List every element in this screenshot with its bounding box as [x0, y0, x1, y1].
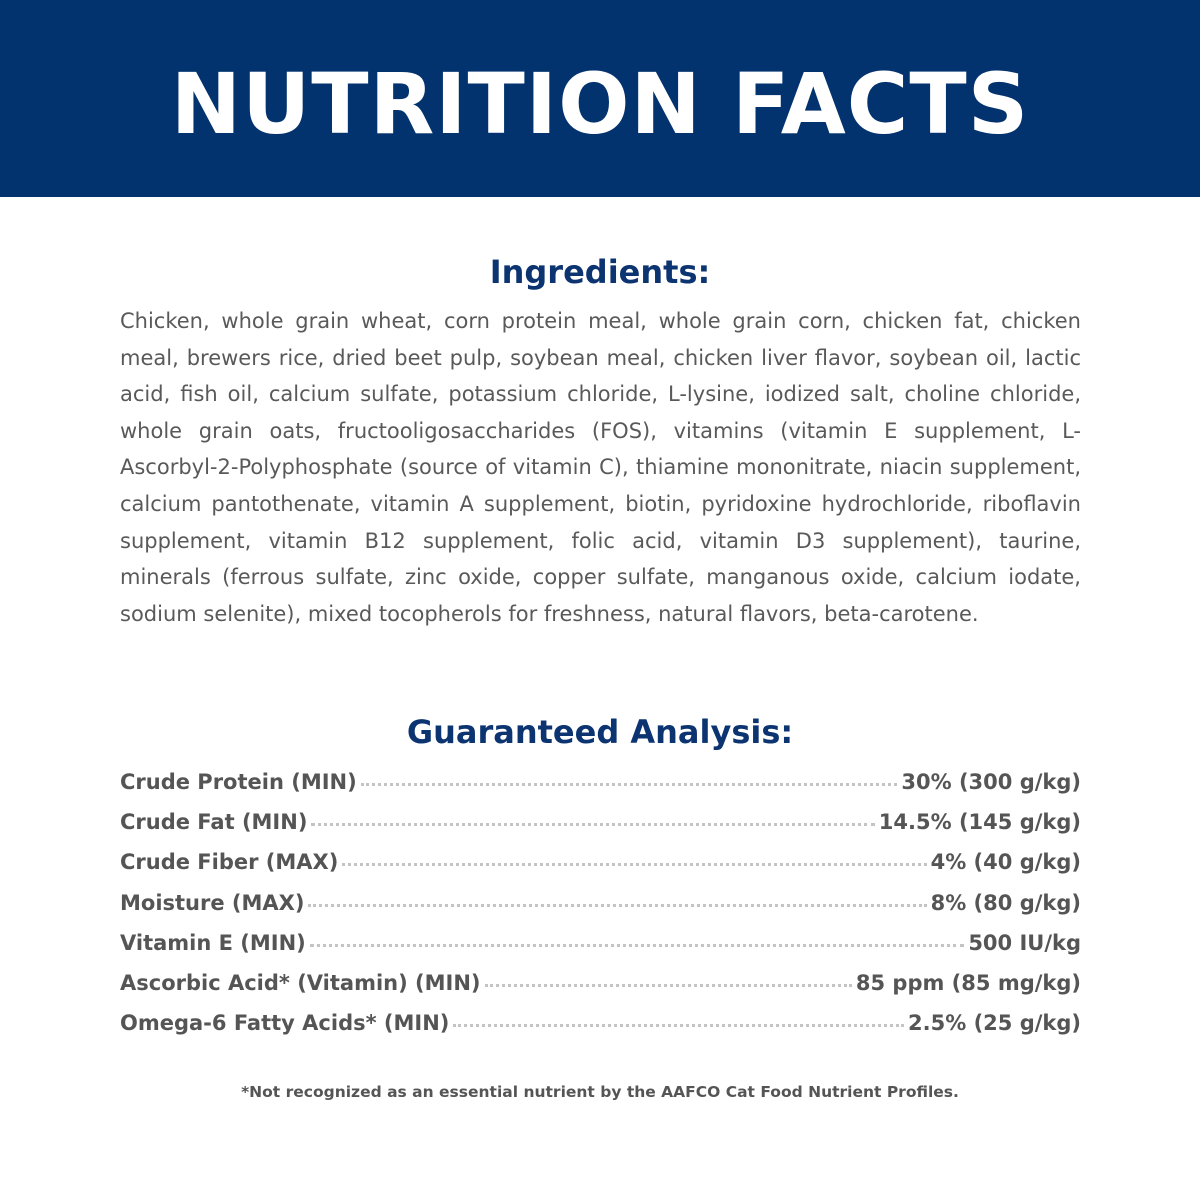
row-label: Omega-6 Fatty Acids* (MIN): [120, 1011, 450, 1036]
row-label: Moisture (MAX): [120, 890, 305, 915]
analysis-table: Crude Protein (MIN) 30% (300 g/kg) Crude …: [120, 770, 1081, 1051]
analysis-heading: Guaranteed Analysis:: [406, 713, 794, 751]
analysis-row: Omega-6 Fatty Acids* (MIN) 2.5% (25 g/kg): [120, 1011, 1081, 1051]
row-label: Ascorbic Acid* (Vitamin) (MIN): [120, 970, 481, 995]
footnote: *Not recognized as an essential nutrient…: [241, 1083, 959, 1101]
dot-leader: [484, 983, 852, 987]
analysis-row: Crude Protein (MIN) 30% (300 g/kg): [120, 770, 1081, 810]
row-value: 500 IU/kg: [968, 930, 1081, 955]
page-title: NUTRITION FACTS: [170, 54, 1030, 153]
header-banner: NUTRITION FACTS: [0, 0, 1200, 197]
dot-leader: [342, 863, 927, 867]
dot-leader: [360, 783, 898, 786]
row-value: 2.5% (25 g/kg): [908, 1011, 1081, 1036]
row-label: Crude Fat (MIN): [120, 810, 308, 835]
ingredients-heading: Ingredients:: [489, 253, 711, 291]
analysis-row: Vitamin E (MIN) 500 IU/kg: [120, 931, 1081, 971]
analysis-row: Moisture (MAX) 8% (80 g/kg): [120, 891, 1081, 931]
analysis-row: Crude Fiber (MAX) 4% (40 g/kg): [120, 850, 1081, 890]
dot-leader: [311, 823, 875, 827]
row-label: Crude Fiber (MAX): [120, 850, 339, 875]
row-label: Crude Protein (MIN): [120, 770, 357, 794]
dot-leader: [309, 943, 965, 947]
ingredients-text: Chicken, whole grain wheat, corn protein…: [120, 309, 1081, 626]
row-value: 85 ppm (85 mg/kg): [855, 970, 1081, 995]
row-value: 4% (40 g/kg): [930, 850, 1081, 875]
row-value: 30% (300 g/kg): [901, 770, 1081, 794]
row-label: Vitamin E (MIN): [120, 930, 306, 955]
analysis-row: Ascorbic Acid* (Vitamin) (MIN) 85 ppm (85…: [120, 971, 1081, 1011]
dot-leader: [308, 903, 927, 907]
analysis-row: Crude Fat (MIN) 14.5% (145 g/kg): [120, 810, 1081, 850]
row-value: 8% (80 g/kg): [930, 890, 1081, 915]
dot-leader: [453, 1024, 905, 1028]
row-value: 14.5% (145 g/kg): [878, 810, 1081, 835]
